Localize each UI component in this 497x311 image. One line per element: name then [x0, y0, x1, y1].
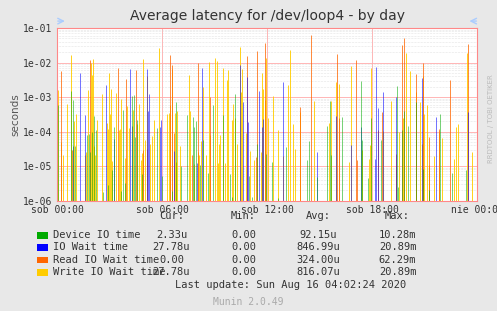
Text: Min:: Min:	[231, 211, 256, 221]
Text: 27.78u: 27.78u	[153, 242, 190, 252]
Text: 0.00: 0.00	[231, 242, 256, 252]
Text: 62.29m: 62.29m	[379, 255, 416, 265]
Text: Last update: Sun Aug 16 04:02:24 2020: Last update: Sun Aug 16 04:02:24 2020	[175, 280, 407, 290]
Text: 20.89m: 20.89m	[379, 242, 416, 252]
Text: 10.28m: 10.28m	[379, 230, 416, 240]
Text: IO Wait time: IO Wait time	[53, 242, 128, 252]
Text: 20.89m: 20.89m	[379, 267, 416, 277]
Text: 0.00: 0.00	[231, 230, 256, 240]
Title: Average latency for /dev/loop4 - by day: Average latency for /dev/loop4 - by day	[130, 9, 405, 23]
Y-axis label: seconds: seconds	[10, 93, 20, 136]
Text: Munin 2.0.49: Munin 2.0.49	[213, 297, 284, 307]
Text: Cur:: Cur:	[159, 211, 184, 221]
Text: Max:: Max:	[385, 211, 410, 221]
Text: Write IO Wait time: Write IO Wait time	[53, 267, 166, 277]
Text: 2.33u: 2.33u	[156, 230, 187, 240]
Text: 0.00: 0.00	[231, 255, 256, 265]
Text: 816.07u: 816.07u	[296, 267, 340, 277]
Text: RRDTOOL / TOBI OETIKER: RRDTOOL / TOBI OETIKER	[488, 74, 494, 163]
Text: 27.78u: 27.78u	[153, 267, 190, 277]
Text: 0.00: 0.00	[231, 267, 256, 277]
Text: 324.00u: 324.00u	[296, 255, 340, 265]
Text: Avg:: Avg:	[306, 211, 331, 221]
Text: 846.99u: 846.99u	[296, 242, 340, 252]
Text: 0.00: 0.00	[159, 255, 184, 265]
Text: Device IO time: Device IO time	[53, 230, 141, 240]
Text: 92.15u: 92.15u	[299, 230, 337, 240]
Text: Read IO Wait time: Read IO Wait time	[53, 255, 160, 265]
